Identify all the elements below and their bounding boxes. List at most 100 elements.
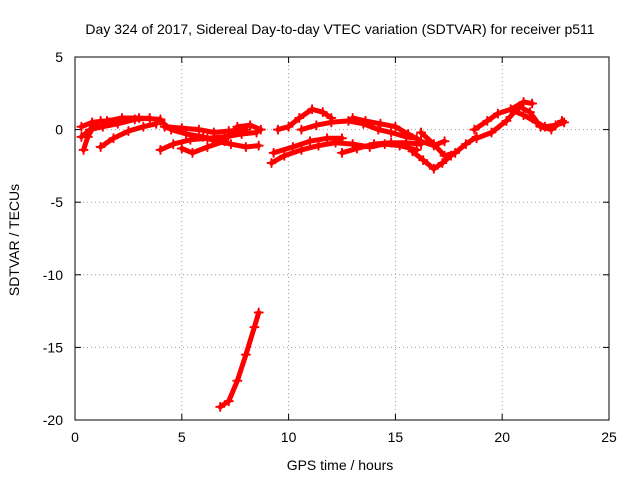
plot-frame	[74, 56, 610, 421]
data-point	[97, 121, 108, 132]
x-tick-label: 25	[601, 429, 617, 445]
data-point	[514, 101, 525, 112]
data-point	[78, 144, 89, 155]
data-point	[482, 115, 493, 126]
data-point	[253, 140, 264, 151]
x-axis-label: GPS time / hours	[287, 457, 394, 473]
data-point	[531, 117, 542, 128]
y-axis-label: SDTVAR / TECUs	[6, 184, 22, 296]
data-point	[144, 112, 155, 123]
x-tick-label: 0	[71, 429, 79, 445]
data-point	[469, 124, 480, 135]
data-point	[450, 147, 461, 158]
data-point	[215, 401, 226, 412]
y-tick-label: -20	[43, 412, 63, 428]
data-point	[168, 139, 179, 150]
data-point	[428, 139, 439, 150]
data-point	[369, 139, 380, 150]
data-point	[279, 150, 290, 161]
data-point	[176, 123, 187, 134]
data-point	[253, 307, 264, 318]
data-point	[416, 127, 427, 138]
data-point	[311, 120, 322, 131]
data-point	[428, 163, 439, 174]
data-point	[347, 139, 358, 150]
y-tick-label: -10	[43, 267, 63, 283]
y-tick-label: 0	[55, 122, 63, 138]
data-point	[129, 114, 140, 125]
data-point	[507, 105, 518, 116]
data-point	[492, 108, 503, 119]
data-point	[159, 121, 170, 132]
data-point	[439, 150, 450, 161]
data-point	[471, 133, 482, 144]
data-point	[437, 157, 448, 168]
data-point	[347, 112, 358, 123]
data-point	[108, 133, 119, 144]
data-point	[245, 120, 256, 131]
data-point	[386, 127, 397, 138]
data-point	[193, 124, 204, 135]
y-tick-label: 5	[55, 49, 63, 65]
y-tick-labels: 5 0 -5 -10 -15 -20	[43, 49, 63, 428]
data-point	[138, 121, 149, 132]
data-point	[337, 133, 347, 144]
x-tick-label: 20	[494, 429, 510, 445]
data-point	[375, 118, 386, 129]
data-point	[460, 139, 471, 150]
data-point	[89, 120, 100, 131]
y-tick-label: -5	[51, 194, 64, 210]
data-point	[486, 127, 497, 138]
chart-title: Day 324 of 2017, Sidereal Day-to-day VTE…	[85, 21, 594, 37]
data-point	[518, 110, 529, 121]
data-point	[187, 147, 198, 158]
data-point	[185, 134, 196, 145]
data-point	[524, 107, 535, 118]
data-point	[283, 121, 294, 132]
data-point	[155, 144, 166, 155]
data-point	[266, 157, 277, 168]
data-point	[225, 139, 236, 150]
data-point	[287, 142, 298, 153]
data-point	[351, 143, 362, 154]
data-point	[296, 144, 307, 155]
data-point	[518, 97, 529, 108]
data-point	[559, 117, 570, 128]
data-point	[240, 349, 251, 360]
data-point	[313, 140, 324, 151]
data-point	[112, 118, 123, 129]
data-point	[390, 121, 401, 132]
data-point	[304, 136, 315, 147]
data-point	[223, 396, 234, 407]
series-track-16	[418, 130, 480, 159]
data-point	[95, 115, 106, 126]
data-point	[181, 128, 192, 139]
data-point	[373, 124, 384, 135]
data-point	[232, 121, 243, 132]
data-point	[219, 136, 230, 147]
data-point	[326, 117, 337, 128]
data-point	[249, 322, 260, 333]
data-point	[403, 128, 414, 139]
data-point	[386, 137, 397, 148]
data-point	[176, 143, 187, 154]
data-point	[82, 131, 93, 142]
data-point	[202, 133, 213, 144]
x-tick-labels: 0 5 10 15 20 25	[71, 429, 617, 445]
grid-lines	[75, 57, 609, 420]
data-point	[294, 112, 305, 123]
data-point	[407, 146, 418, 157]
data-point	[232, 375, 243, 386]
data-point	[123, 126, 134, 137]
data-point	[268, 147, 279, 158]
data-point	[401, 137, 412, 148]
data-point	[95, 142, 106, 153]
data-point	[439, 136, 450, 147]
data-point	[322, 133, 333, 144]
data-series	[76, 97, 570, 412]
data-point	[208, 127, 219, 138]
y-tick-label: -15	[43, 339, 63, 355]
data-point	[240, 142, 251, 153]
x-tick-label: 5	[178, 429, 186, 445]
